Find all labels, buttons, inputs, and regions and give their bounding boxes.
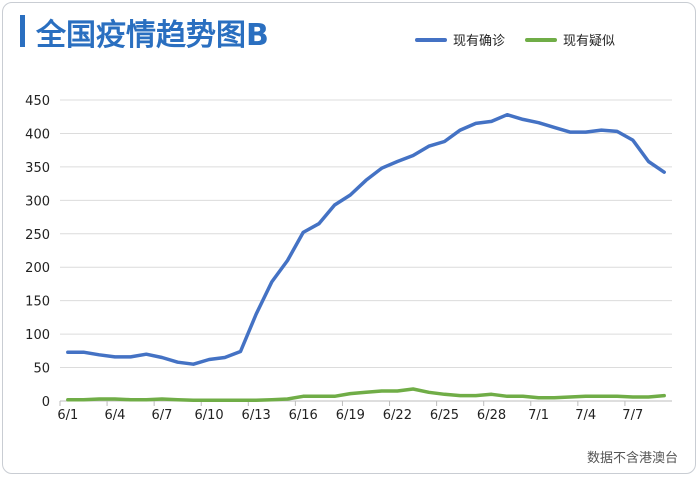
series-line-suspected [66, 387, 666, 403]
y-tick-label-50: 50 [33, 362, 50, 377]
series-line-confirmed [66, 112, 666, 366]
legend-label-suspected: 现有疑似 [563, 34, 616, 49]
y-tick-label-200: 200 [25, 261, 50, 276]
x-tick-label-6-16: 6/16 [289, 408, 318, 423]
y-tick-label-450: 450 [25, 94, 50, 109]
x-tick-label-6-28: 6/28 [477, 408, 506, 423]
title-accent-bar [20, 15, 25, 47]
x-tick-label-6-13: 6/13 [242, 408, 271, 423]
y-tick-label-150: 150 [25, 295, 50, 310]
legend-swatch-confirmed [415, 37, 447, 42]
source-note: 数据不含港澳台 [586, 451, 678, 466]
y-tick-label-250: 250 [25, 228, 50, 243]
y-tick-label-350: 350 [25, 161, 50, 176]
x-tick-label-6-19: 6/19 [336, 408, 365, 423]
x-tick-label-6-10: 6/10 [194, 408, 223, 423]
x-tick-label-6-22: 6/22 [383, 408, 412, 423]
y-tick-label-100: 100 [25, 328, 50, 343]
y-tick-label-400: 400 [25, 127, 50, 142]
legend-label-confirmed: 现有确诊 [453, 34, 506, 49]
x-tick-label-7-1: 7/1 [528, 408, 549, 423]
x-tick-label-7-4: 7/4 [575, 408, 596, 423]
x-tick-label-6-1: 6/1 [57, 408, 78, 423]
x-tick-label-7-7: 7/7 [622, 408, 643, 423]
x-tick-label-6-25: 6/25 [430, 408, 459, 423]
x-tick-label-6-7: 6/7 [152, 408, 173, 423]
chart-title: 全国疫情趋势图B [36, 18, 269, 53]
x-tick-label-6-4: 6/4 [104, 408, 125, 423]
legend-item-suspected: 现有疑似 [525, 30, 615, 49]
legend-item-confirmed: 现有确诊 [415, 30, 505, 49]
y-tick-label-300: 300 [25, 194, 50, 209]
y-tick-label-0: 0 [42, 395, 50, 410]
legend-swatch-suspected [525, 37, 557, 42]
